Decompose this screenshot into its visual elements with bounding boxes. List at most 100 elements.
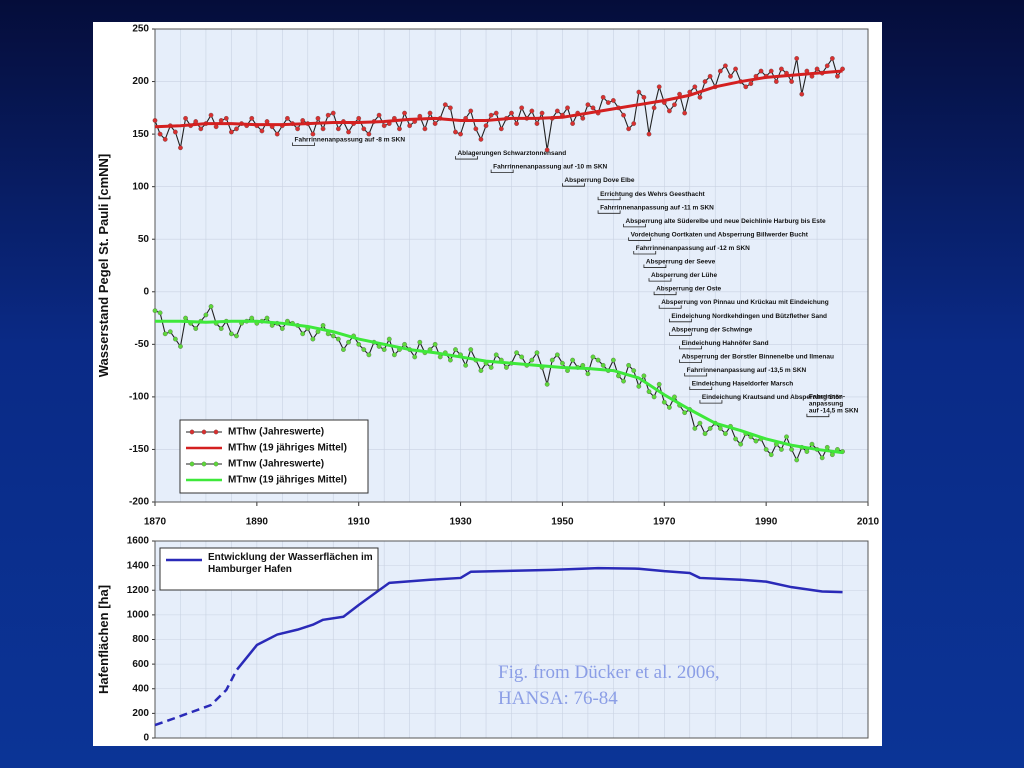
series-marker xyxy=(794,457,800,463)
annotation-bracket xyxy=(628,237,652,241)
series-marker xyxy=(437,354,443,360)
series-marker xyxy=(717,68,723,74)
y-tick-label: 150 xyxy=(132,129,149,140)
annotation: Absperrung alte Süderelbe und neue Deich… xyxy=(626,218,826,225)
series-marker xyxy=(361,347,367,352)
series-marker xyxy=(554,108,560,114)
annotation-line: Absperrung der Seeve xyxy=(646,259,716,266)
annotation: Eindeichung Krautsand und Absperrung Stö… xyxy=(702,394,842,401)
annotation-bracket xyxy=(292,142,315,146)
y-tick-label: 50 xyxy=(138,234,150,245)
series-marker xyxy=(300,331,306,337)
series-marker xyxy=(458,131,463,137)
legend-label: MTnw (Jahreswerte) xyxy=(228,459,324,470)
legend-marker xyxy=(189,429,195,435)
series-marker xyxy=(346,339,351,345)
series-marker xyxy=(702,79,708,84)
series-marker xyxy=(549,357,555,363)
series-marker xyxy=(626,363,631,368)
series-marker xyxy=(183,115,188,121)
series-marker xyxy=(829,56,835,61)
series-marker xyxy=(249,115,255,121)
annotation-bracket xyxy=(633,250,657,255)
series-marker xyxy=(702,431,708,437)
series-marker xyxy=(448,105,453,111)
annotation-bracket xyxy=(455,156,478,160)
y-tick-label: 0 xyxy=(143,733,149,744)
series-marker xyxy=(356,115,362,121)
series-marker xyxy=(453,129,458,135)
annotation: Absperrung der Lühe xyxy=(651,272,717,279)
series-marker xyxy=(697,94,703,100)
series-marker xyxy=(723,63,728,69)
annotation: Fahrrinnenanpassung auf -8 m SKN xyxy=(295,137,406,144)
series-marker xyxy=(646,389,652,394)
annotation-line: Absperrung alte Süderelbe und neue Deich… xyxy=(626,218,826,225)
series-marker xyxy=(819,455,825,461)
series-marker xyxy=(692,84,698,90)
x-tick-label: 1950 xyxy=(551,517,574,528)
series-marker xyxy=(585,102,591,108)
series-marker xyxy=(514,350,519,356)
series-marker xyxy=(183,315,188,321)
series-marker xyxy=(768,452,774,458)
annotation-line: Fahrrinnenanpassung auf -11 m SKN xyxy=(600,204,714,211)
annotation-bracket xyxy=(597,210,621,214)
series-marker xyxy=(682,110,688,116)
series-marker xyxy=(763,447,769,452)
series-marker xyxy=(432,341,438,347)
annotation-bracket xyxy=(668,318,692,323)
series-marker xyxy=(758,68,764,74)
series-marker xyxy=(173,336,178,342)
y-tick-label: -150 xyxy=(129,444,149,455)
caption: Fig. from Dücker et al. 2006, HANSA: 76-8… xyxy=(498,662,720,709)
series-marker xyxy=(824,63,830,69)
series-marker xyxy=(789,447,794,452)
y-tick-label: 1200 xyxy=(127,585,150,596)
annotation: Fahrrinnenanpassung auf -12 m SKN xyxy=(636,245,750,252)
series-marker xyxy=(611,98,616,103)
series-marker xyxy=(605,100,611,105)
series-marker xyxy=(779,66,784,72)
series-marker xyxy=(488,112,494,118)
series-marker xyxy=(560,360,565,366)
annotation-line: anpassung xyxy=(809,401,843,408)
series-marker xyxy=(621,112,626,118)
series-marker xyxy=(692,426,698,431)
series-marker xyxy=(723,431,728,437)
series-marker xyxy=(249,315,255,321)
annotation: Ablagerungen Schwarztonnensand xyxy=(457,150,566,157)
series-marker xyxy=(234,126,239,132)
series-marker xyxy=(478,137,484,142)
annotation: Eindeichung Hahnöfer Sand xyxy=(682,340,769,347)
series-marker xyxy=(672,102,677,108)
annotation-line: Errichtung des Wehrs Geesthacht xyxy=(600,191,705,198)
series-marker xyxy=(386,336,392,342)
series-line xyxy=(154,69,843,129)
series-marker xyxy=(208,112,214,118)
series-marker xyxy=(835,73,840,79)
y-tick-label: 400 xyxy=(132,683,149,694)
series-marker xyxy=(570,121,575,126)
series-marker xyxy=(631,121,637,126)
legend-label: MThw (Jahreswerte) xyxy=(228,427,324,438)
series-marker xyxy=(315,115,321,121)
y-tick-label: 1400 xyxy=(127,560,150,571)
y-tick-label: 250 xyxy=(132,24,149,35)
annotation: Absperrung Dove Elbe xyxy=(564,177,634,184)
annotation-bracket xyxy=(806,413,830,418)
series-marker xyxy=(554,352,560,358)
series-marker xyxy=(585,371,591,377)
series-marker xyxy=(748,81,754,87)
series-marker xyxy=(509,110,514,116)
series-marker xyxy=(590,354,596,360)
series-marker xyxy=(707,426,713,431)
annotation-line: Fahrrinnenanpassung auf -10 m SKN xyxy=(493,164,607,171)
series-marker xyxy=(162,331,168,337)
annotation-line: Absperrung von Pinnau und Krückau mit Ei… xyxy=(661,299,829,306)
annotation-line: Fahrrinnenanpassung auf -12 m SKN xyxy=(636,245,750,252)
series-marker xyxy=(824,444,830,450)
annotation-line: Eindeichung Krautsand und Absperrung Stö… xyxy=(702,394,842,401)
series-marker xyxy=(728,73,733,79)
